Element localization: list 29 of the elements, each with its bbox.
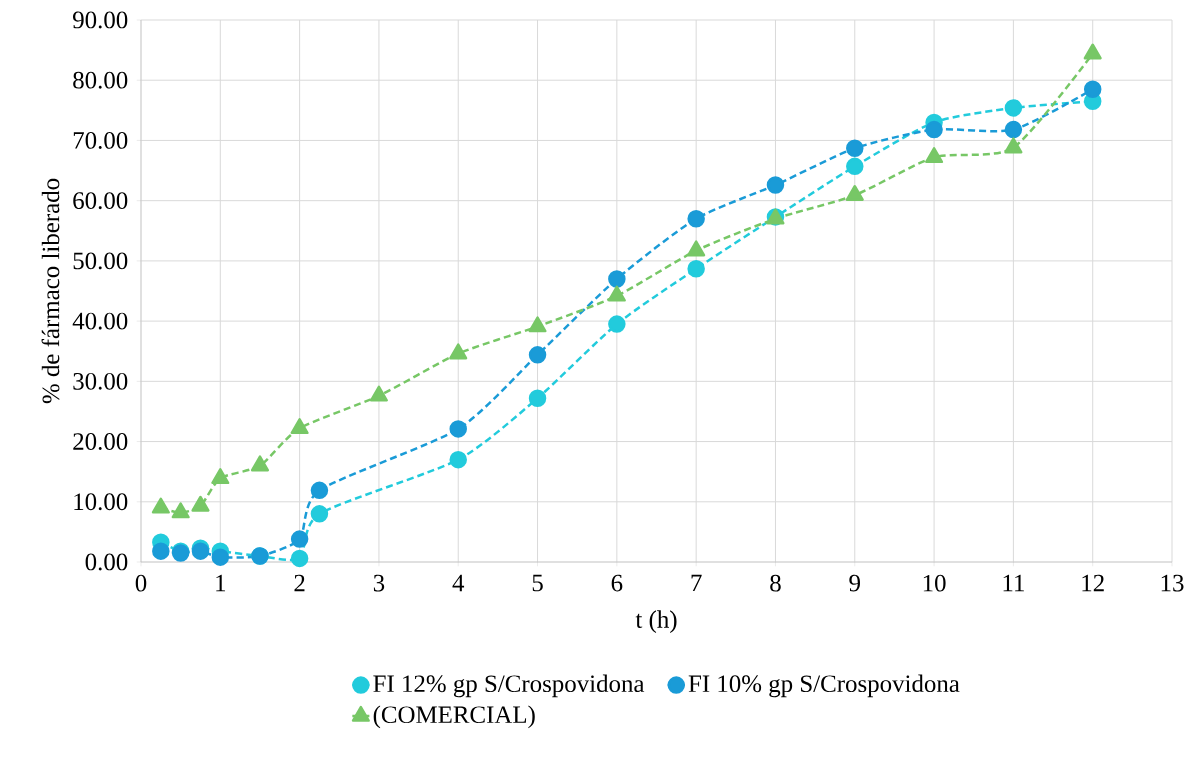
y-tick-label: 80.00 xyxy=(73,71,128,89)
x-tick-label: 0 xyxy=(135,574,147,592)
y-tick-label: 30.00 xyxy=(73,372,128,390)
legend-label: (COMERCIAL) xyxy=(373,705,535,729)
x-tick-label: 1 xyxy=(216,574,226,592)
x-tick-label: 2 xyxy=(294,574,305,592)
y-tick-label: 90.00 xyxy=(73,11,128,29)
y-tick-label: 60.00 xyxy=(73,192,128,210)
legend-label: FI 12% gp S/Crospovidona xyxy=(373,674,645,698)
x-tick-label: 8 xyxy=(770,574,781,592)
x-tick-label: 4 xyxy=(452,574,465,592)
x-tick-label: 12 xyxy=(1082,574,1104,592)
y-tick-label: 40.00 xyxy=(72,312,128,330)
x-tick-label: 7 xyxy=(691,574,702,592)
x-tick-label: 9 xyxy=(849,574,860,592)
y-tick-label: 20.00 xyxy=(73,433,128,451)
x-tick-label: 11 xyxy=(1003,574,1024,592)
y-tick-label: 50.00 xyxy=(73,252,128,270)
x-tick-label: 5 xyxy=(532,574,543,592)
y-tick-label: 10.00 xyxy=(74,493,128,511)
x-tick-label: 3 xyxy=(373,574,385,592)
x-tick-label: 10 xyxy=(923,574,946,592)
x-tick-label: 6 xyxy=(611,574,623,592)
x-axis-title: t (h) xyxy=(635,610,677,633)
x-tick-label: 13 xyxy=(1161,574,1184,592)
y-axis-title: % de fármaco liberado xyxy=(41,178,60,404)
y-tick-label: 70.00 xyxy=(73,131,128,149)
legend-label: FI 10% gp S/Crospovidona xyxy=(688,674,960,698)
y-tick-label: 0.00 xyxy=(85,553,128,571)
